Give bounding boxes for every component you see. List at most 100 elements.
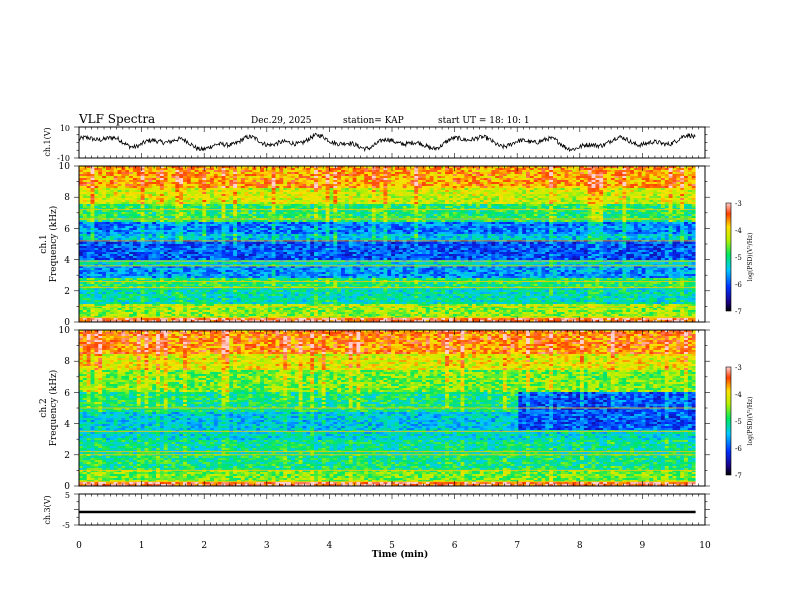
spectrogram-cell — [302, 294, 307, 297]
spectrogram-cell — [306, 204, 311, 207]
spectrogram-cell — [256, 178, 261, 181]
spectrogram-cell — [306, 252, 311, 255]
spectrogram-cell — [302, 278, 307, 281]
spectrogram-cell — [156, 192, 161, 195]
spectrogram-cell — [171, 242, 176, 245]
spectrogram-cell — [287, 238, 292, 241]
spectrogram-cell — [271, 216, 276, 219]
spectrogram-cell — [90, 242, 95, 245]
spectrogram-cell — [186, 250, 192, 253]
spectrogram-cell — [202, 264, 207, 267]
spectrogram-cell — [198, 284, 203, 287]
spectrogram-cell — [163, 256, 168, 259]
spectrogram-cell — [179, 214, 184, 217]
spectrogram-cell — [287, 194, 292, 197]
spectrogram-cell — [129, 256, 134, 259]
spectrogram-cell — [152, 200, 157, 203]
spectrogram-cell — [186, 258, 192, 261]
spectrogram-cell — [86, 282, 91, 285]
spectrogram-cell — [248, 170, 253, 173]
spectrogram-cell — [179, 248, 184, 251]
spectrogram-cell — [194, 296, 199, 299]
spectrogram-cell — [256, 296, 261, 299]
spectrogram-cell — [294, 290, 299, 293]
spectrogram-cell — [256, 276, 261, 279]
spectrogram-cell — [210, 230, 215, 233]
spectrogram-cell — [260, 298, 265, 301]
spectrogram-cell — [102, 230, 107, 233]
spectrogram-cell — [275, 184, 280, 187]
spectrogram-cell — [98, 214, 103, 217]
spectrogram-cell — [179, 302, 184, 305]
spectrogram-cell — [260, 238, 265, 241]
spectrogram-cell — [190, 274, 195, 277]
spectrogram-cell — [152, 248, 157, 251]
spectrogram-cell — [132, 192, 138, 195]
spectrogram-cell — [294, 292, 299, 295]
spectrogram-cell — [159, 172, 165, 175]
spectrogram-cell — [244, 224, 249, 227]
spectrogram-cell — [125, 172, 130, 175]
spectrogram-cell — [117, 178, 122, 181]
spectrogram-cell — [86, 178, 91, 181]
spectrogram-cell — [132, 276, 138, 279]
spectrogram-cell — [302, 256, 307, 259]
spectrogram-cell — [229, 230, 234, 233]
spectrogram-cell — [283, 272, 288, 275]
spectrogram-cell — [156, 256, 161, 259]
spectrogram-cell — [267, 264, 272, 267]
spectrogram-cell — [256, 298, 261, 301]
spectrogram-cell — [213, 176, 219, 179]
spectrogram-cell — [283, 176, 288, 179]
spectrogram-cell — [237, 230, 242, 233]
spectrogram-cell — [82, 250, 87, 253]
spectrogram-cell — [102, 246, 107, 249]
spectrogram-cell — [206, 300, 211, 303]
spectrogram-cell — [260, 192, 265, 195]
spectrogram-cell — [229, 314, 234, 317]
spectrogram-cell — [113, 306, 118, 309]
spectrogram-cell — [183, 208, 188, 211]
spectrogram-cell — [298, 226, 303, 229]
spectrogram-cell — [82, 192, 87, 195]
spectrogram-cell — [290, 282, 296, 285]
spectrogram-cell — [121, 238, 126, 241]
spectrogram-cell — [175, 286, 180, 289]
spectrogram-cell — [217, 226, 222, 229]
spectrogram-cell — [310, 288, 315, 291]
spectrogram-cell — [225, 290, 230, 293]
spectrogram-cell — [163, 292, 168, 295]
spectrogram-cell — [82, 288, 87, 291]
spectrogram-cell — [206, 246, 211, 249]
spectrogram-cell — [194, 248, 199, 251]
spectrogram-cell — [183, 264, 188, 267]
spectrogram-cell — [113, 308, 118, 311]
spectrogram-cell — [310, 290, 315, 293]
spectrogram-cell — [109, 184, 114, 187]
spectrogram-cell — [79, 180, 84, 183]
spectrogram-cell — [102, 180, 107, 183]
spectrogram-cell — [102, 178, 107, 181]
spectrogram-cell — [217, 232, 222, 235]
spectrogram-cell — [186, 266, 192, 269]
spectrogram-cell — [244, 216, 249, 219]
spectrogram-cell — [256, 226, 261, 229]
spectrogram-cell — [144, 196, 149, 199]
spectrogram-cell — [213, 296, 219, 299]
spectrogram-cell — [148, 232, 153, 235]
spectrogram-cell — [186, 292, 192, 295]
spectrogram-cell — [121, 206, 126, 209]
spectrogram-cell — [287, 262, 292, 265]
spectrogram-cell — [213, 256, 219, 259]
spectrogram-cell — [90, 314, 95, 317]
spectrogram-cell — [260, 304, 265, 307]
spectrogram-cell — [156, 244, 161, 247]
spectrogram-cell — [190, 270, 195, 273]
spectrogram-cell — [190, 304, 195, 307]
spectrogram-cell — [271, 292, 276, 295]
spectrogram-cell — [179, 166, 184, 169]
spectrogram-cell — [210, 186, 215, 189]
spectrogram-cell — [171, 266, 176, 269]
spectrogram-cell — [237, 186, 242, 189]
spectrogram-cell — [102, 264, 107, 267]
